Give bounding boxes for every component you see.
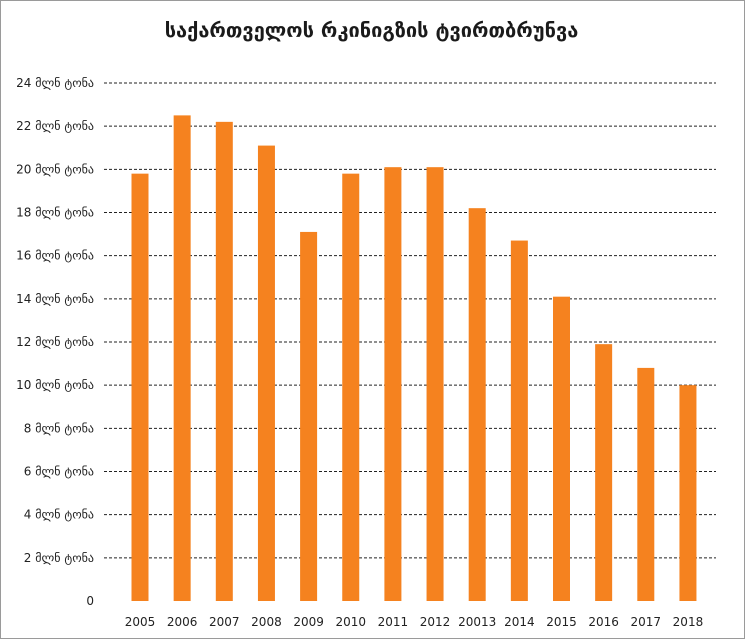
y-tick-label: 24 მლნ ტონა	[16, 76, 94, 90]
y-tick-label: 12 მლნ ტონა	[16, 335, 94, 349]
x-tick-label: 2009	[293, 615, 324, 629]
y-tick-label: 4 მლნ ტონა	[24, 508, 94, 522]
y-tick-label: 16 მლნ ტონა	[16, 249, 94, 263]
y-tick-label: 18 მლნ ტონა	[16, 206, 94, 220]
bar	[342, 173, 360, 601]
bar	[679, 385, 697, 601]
x-tick-label: 2008	[251, 615, 282, 629]
bar	[257, 145, 275, 601]
chart-title: საქართველოს რკინიგზის ტვირთბრუნვა	[164, 18, 579, 42]
x-tick-label: 2015	[546, 615, 577, 629]
y-tick-label: 8 მლნ ტონა	[24, 421, 94, 435]
bar	[553, 296, 570, 601]
y-tick-label: 22 მლნ ტონა	[16, 119, 94, 133]
y-tick-label: 0	[86, 594, 94, 608]
x-tick-label: 2006	[167, 615, 198, 629]
bar	[384, 167, 402, 601]
bar	[131, 173, 149, 601]
bar	[426, 167, 444, 601]
y-tick-label: 20 მლნ ტონა	[16, 162, 94, 176]
x-tick-label: 2017	[631, 615, 662, 629]
x-tick-label: 2005	[125, 615, 156, 629]
x-tick-label: 2010	[335, 615, 366, 629]
bar	[215, 121, 233, 601]
bar	[173, 115, 191, 602]
x-tick-label: 20013	[458, 615, 496, 629]
x-tick-label: 2014	[504, 615, 535, 629]
x-tick-label: 2011	[378, 615, 409, 629]
x-tick-label: 2018	[673, 615, 704, 629]
y-tick-label: 10 მლნ ტონა	[16, 378, 94, 392]
y-tick-label: 14 მლნ ტონა	[16, 292, 94, 306]
x-tick-label: 2016	[588, 615, 619, 629]
x-tick-label: 2012	[420, 615, 451, 629]
bar	[510, 240, 528, 601]
x-tick-label: 2007	[209, 615, 240, 629]
bar	[637, 367, 655, 601]
bar	[595, 344, 613, 601]
bar	[300, 231, 318, 601]
y-tick-label: 2 მლნ ტონა	[24, 551, 94, 565]
bar	[468, 208, 486, 601]
y-tick-label: 6 მლნ ტონა	[24, 465, 94, 479]
